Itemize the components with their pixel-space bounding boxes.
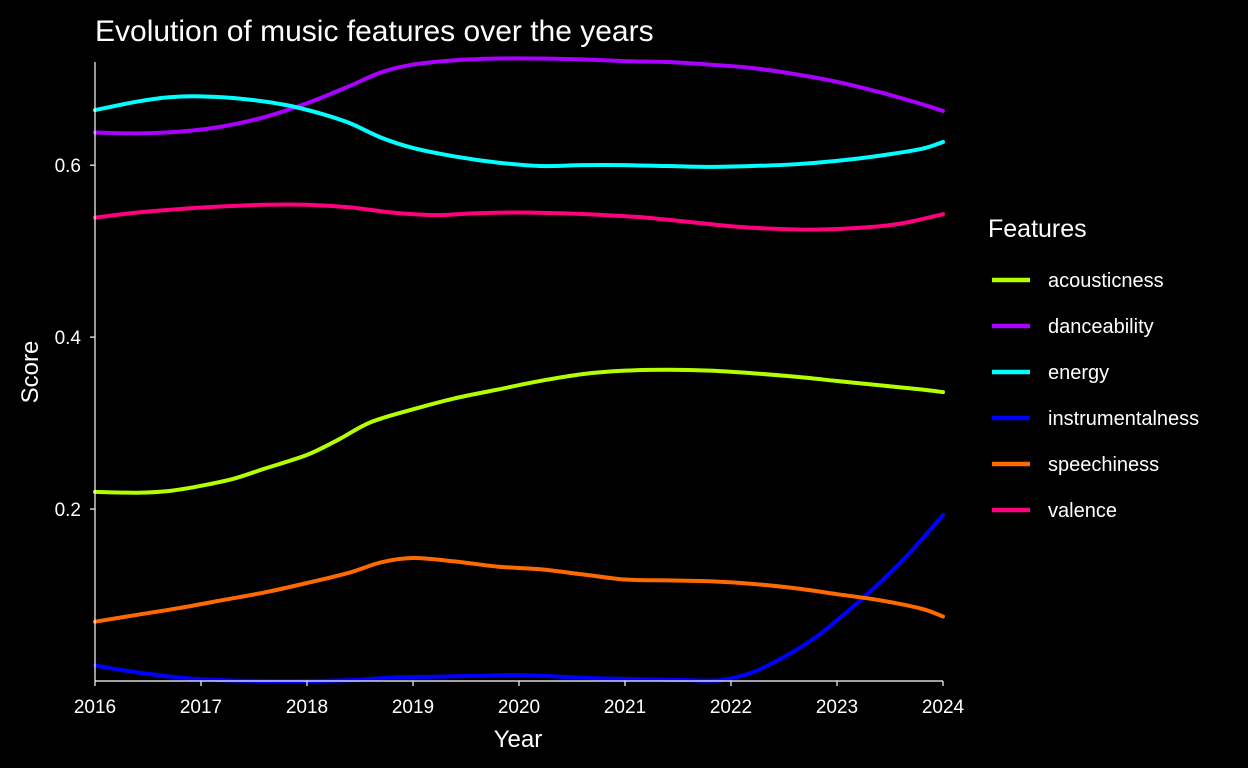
- x-tick-label: 2018: [286, 697, 328, 718]
- x-tick-label: 2016: [74, 697, 116, 718]
- x-axis-title: Year: [494, 726, 543, 753]
- legend-label-energy: energy: [1048, 362, 1109, 384]
- x-tick-label: 2019: [392, 697, 434, 718]
- y-axis-title: Score: [17, 341, 44, 404]
- legend-label-acousticness: acousticness: [1048, 270, 1164, 292]
- series-line-valence: [93, 202, 945, 232]
- legend-label-danceability: danceability: [1048, 316, 1154, 338]
- legend: Features acousticness danceability energy i…: [988, 215, 1199, 522]
- y-tick-label: 0.6: [55, 156, 81, 177]
- series-line-speechiness: [93, 556, 945, 624]
- x-tick-label: 2017: [180, 697, 222, 718]
- legend-title: Features: [988, 215, 1087, 243]
- series-line-energy: [93, 94, 945, 169]
- legend-label-instrumentalness: instrumentalness: [1048, 408, 1199, 430]
- x-tick-label: 2023: [816, 697, 858, 718]
- x-tick-label: 2024: [922, 697, 965, 718]
- legend-label-valence: valence: [1048, 500, 1117, 522]
- y-tick-label: 0.4: [55, 328, 82, 349]
- y-tick-label: 0.2: [55, 500, 81, 521]
- series-line-instrumentalness: [93, 513, 945, 684]
- axes: 2016 2017 2018 2019 2020 2021 2022 2023 2024 0.2 0…: [55, 62, 965, 718]
- legend-label-speechiness: speechiness: [1048, 454, 1159, 476]
- plot-area: [93, 56, 945, 684]
- chart-title: Evolution of music features over the yea…: [95, 15, 654, 48]
- x-tick-label: 2020: [498, 697, 540, 718]
- series-line-danceability: [93, 56, 945, 136]
- x-tick-label: 2022: [710, 697, 752, 718]
- x-tick-label: 2021: [604, 697, 646, 718]
- series-line-acousticness: [93, 367, 945, 495]
